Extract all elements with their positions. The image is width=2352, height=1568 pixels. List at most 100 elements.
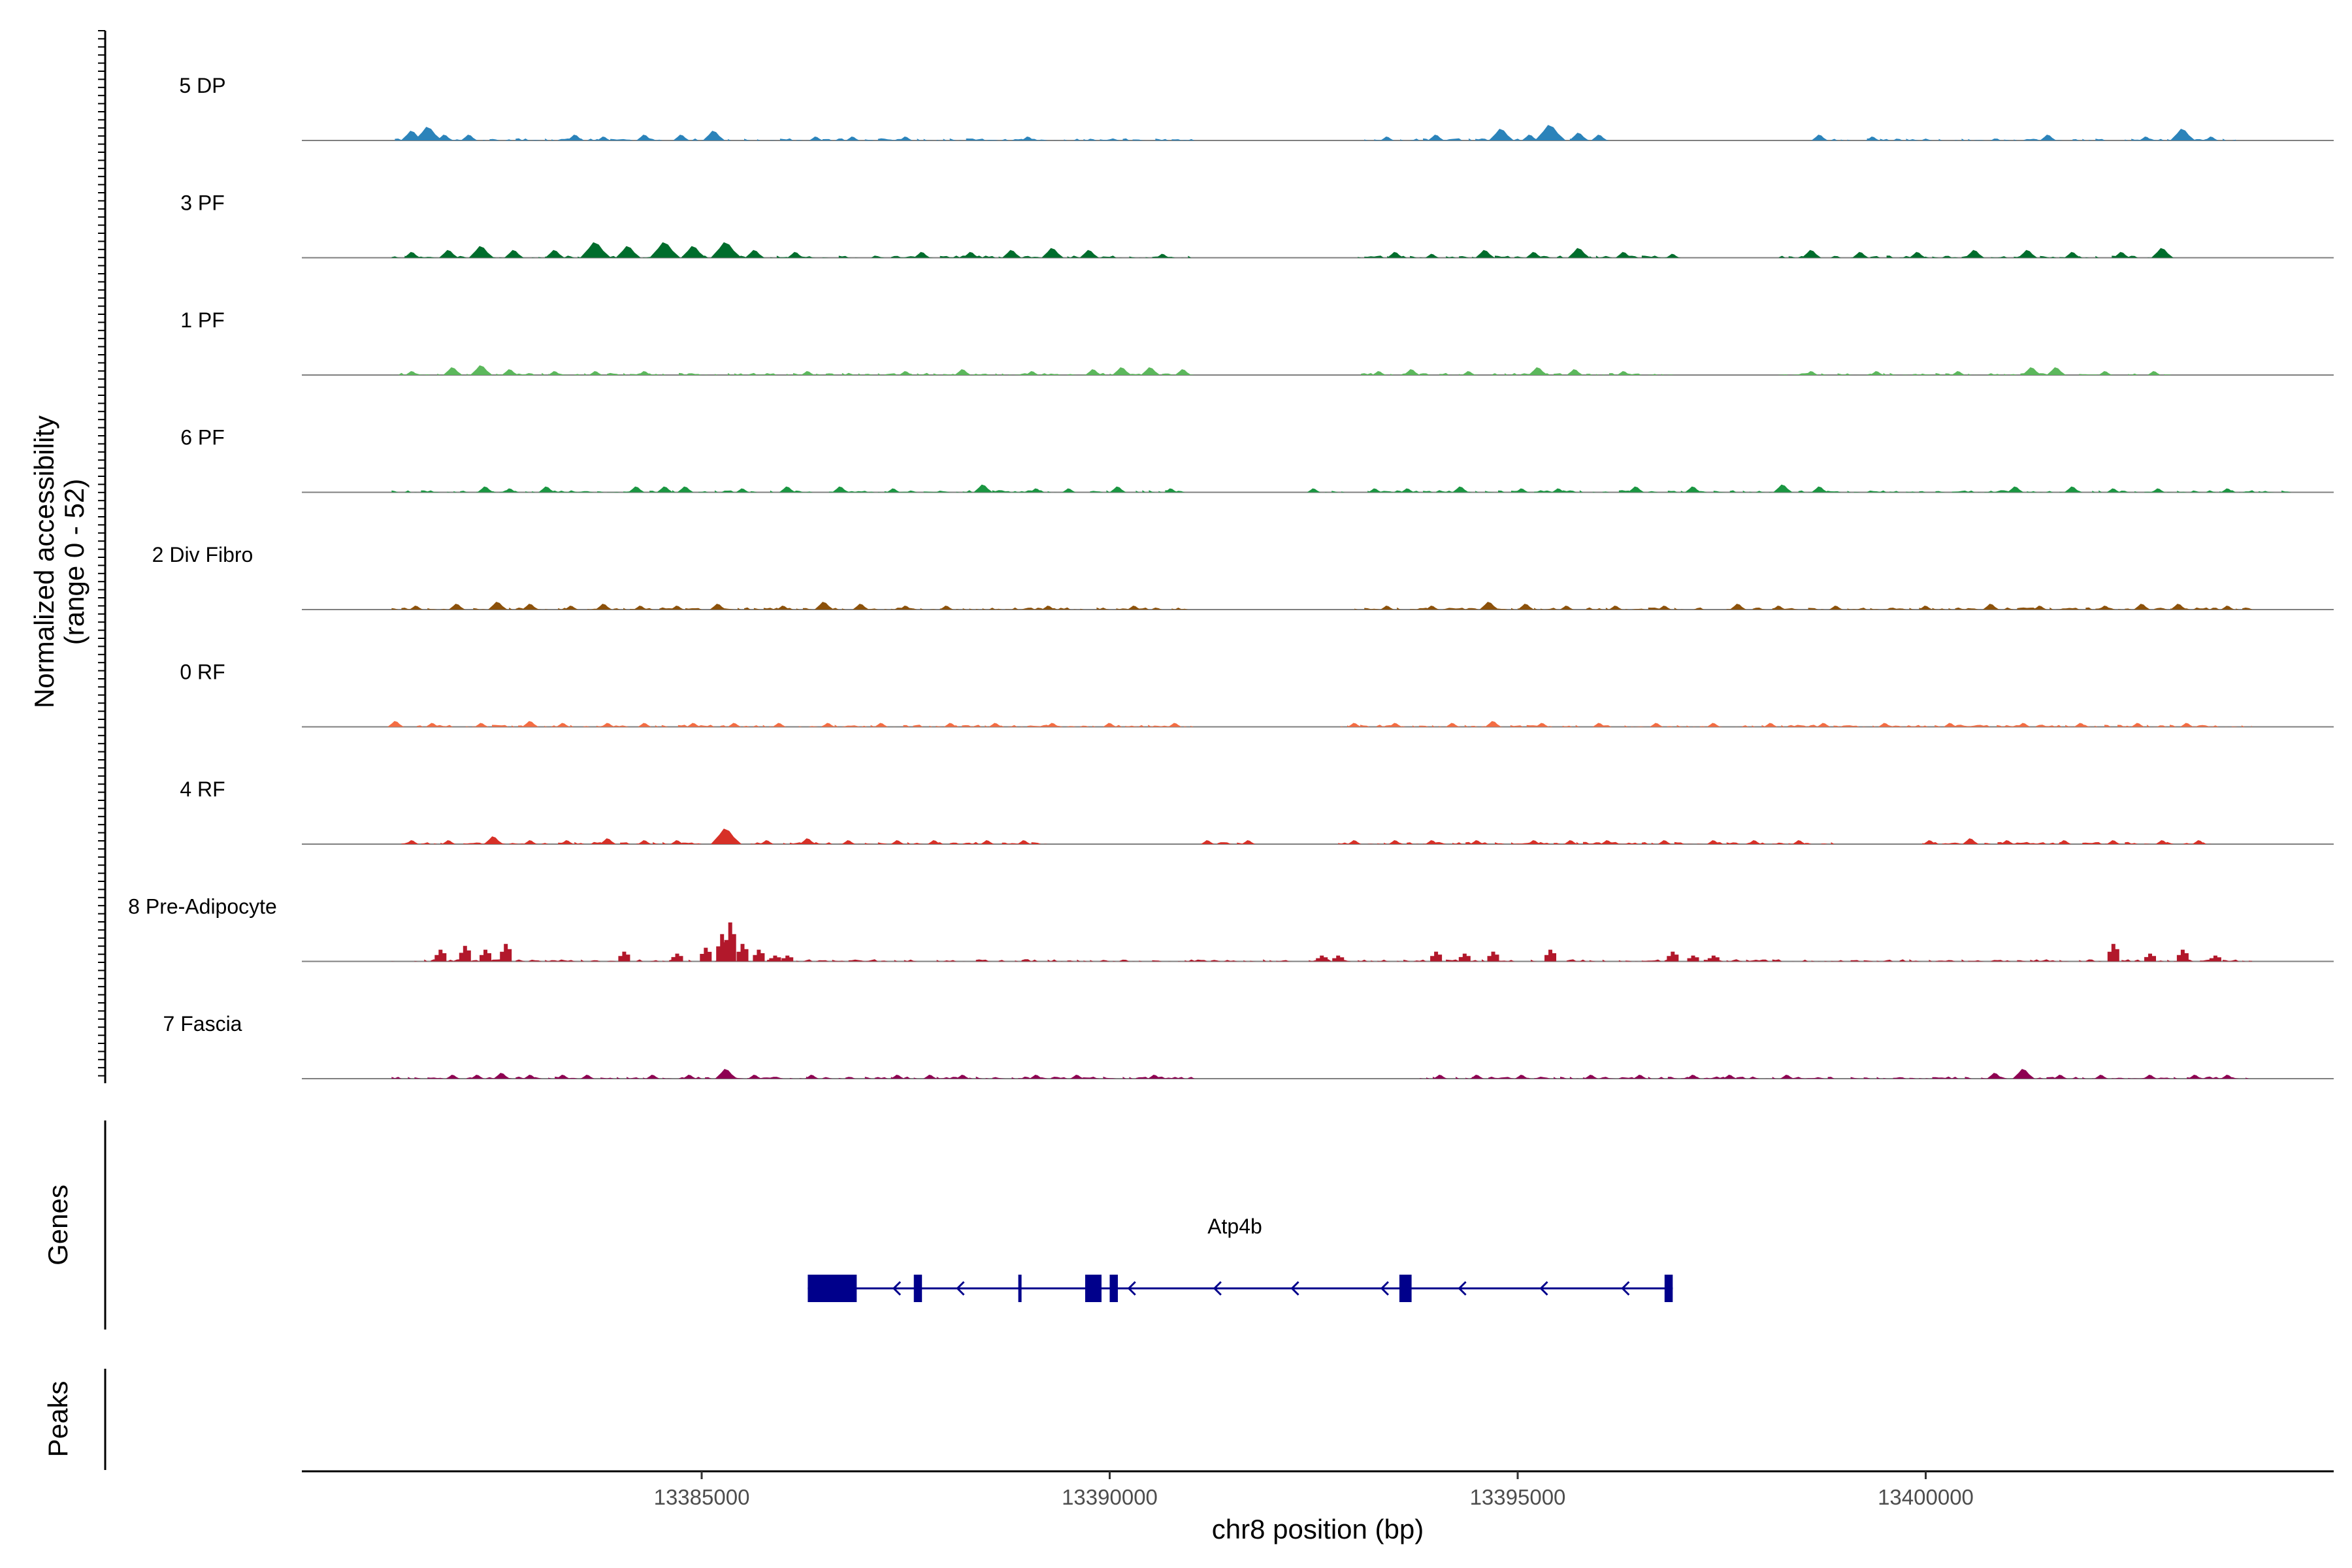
track-peak bbox=[962, 252, 979, 258]
track-1-pf: 1 PF bbox=[180, 308, 2334, 376]
track-peak bbox=[1079, 250, 1100, 258]
track-peak bbox=[1592, 723, 1607, 727]
track-5-dp: 5 DP bbox=[179, 74, 2334, 141]
track-peak bbox=[2221, 606, 2234, 610]
track-peak bbox=[459, 945, 471, 962]
track-peak bbox=[2133, 604, 2151, 610]
track-peak bbox=[1792, 840, 1806, 844]
track-peak bbox=[1017, 840, 1031, 844]
track-peak bbox=[2064, 486, 2081, 493]
track-peak bbox=[736, 488, 749, 493]
track-label: 8 Pre-Adipocyte bbox=[128, 895, 277, 919]
track-peak bbox=[425, 723, 440, 727]
x-tick-label: 13385000 bbox=[654, 1485, 750, 1509]
track-peak bbox=[589, 371, 602, 375]
track-peak bbox=[1627, 486, 1644, 493]
track-label: 0 RF bbox=[180, 661, 225, 684]
track-peak bbox=[2176, 949, 2189, 962]
track-peak bbox=[1591, 135, 1608, 140]
track-peak bbox=[1919, 606, 1933, 610]
track-peak bbox=[1952, 371, 1965, 375]
track-peak bbox=[1684, 486, 1702, 493]
track-peak bbox=[2106, 488, 2121, 493]
track-peak bbox=[1445, 723, 1460, 727]
track-peak bbox=[1878, 723, 1892, 727]
track-peak bbox=[1380, 606, 1394, 610]
track-peak bbox=[1517, 604, 1535, 610]
track-peak bbox=[1479, 602, 1499, 610]
track-peak bbox=[523, 840, 538, 844]
track-peak bbox=[769, 955, 781, 962]
track-peak bbox=[615, 246, 641, 258]
track-peak bbox=[2040, 135, 2057, 140]
track-peak bbox=[443, 367, 463, 375]
track-peak bbox=[1380, 137, 1394, 140]
gene-strand-arrow bbox=[892, 1281, 902, 1296]
track-peak bbox=[890, 840, 905, 844]
track-peak bbox=[772, 723, 787, 727]
track-peak bbox=[853, 604, 870, 610]
track-peak bbox=[1658, 840, 1672, 844]
track-peak bbox=[1109, 486, 1126, 493]
track-peak bbox=[988, 723, 1002, 727]
track-peak bbox=[1569, 133, 1589, 140]
track-3-pf: 3 PF bbox=[180, 191, 2334, 259]
track-peak bbox=[1470, 840, 1484, 844]
track-peak bbox=[657, 486, 674, 493]
track-peak bbox=[1025, 371, 1039, 375]
track-peak bbox=[1156, 253, 1170, 258]
track-peak bbox=[1487, 951, 1499, 962]
track-peak bbox=[2204, 137, 2219, 140]
track-peak bbox=[1387, 252, 1404, 258]
track-background-signal bbox=[391, 725, 2253, 727]
track-peak bbox=[1475, 250, 1495, 258]
track-peak bbox=[1780, 1075, 1794, 1079]
track-peak bbox=[2046, 367, 2066, 375]
track-peak bbox=[1332, 955, 1345, 962]
track-peak bbox=[1852, 252, 1869, 258]
track-peak bbox=[442, 840, 456, 844]
x-tick-label: 13400000 bbox=[1878, 1485, 1974, 1509]
track-peak bbox=[1870, 371, 1884, 375]
track-peak bbox=[939, 606, 954, 610]
x-tick-label: 13395000 bbox=[1470, 1485, 1566, 1509]
track-peak bbox=[1041, 248, 1064, 258]
track-peak bbox=[523, 1075, 538, 1079]
track-peak bbox=[538, 486, 555, 493]
track-peak bbox=[2221, 1075, 2234, 1079]
track-peak bbox=[405, 840, 419, 844]
track-peak bbox=[2017, 723, 2031, 727]
track-peak bbox=[980, 840, 994, 844]
gene-strand-arrow bbox=[1539, 1281, 1548, 1296]
track-peak bbox=[1965, 250, 1985, 258]
track-peak bbox=[1909, 252, 1926, 258]
track-6-pf: 6 PF bbox=[180, 426, 2334, 493]
track-peak bbox=[2107, 943, 2119, 962]
track-peak bbox=[1401, 488, 1414, 493]
track-peak bbox=[702, 131, 725, 140]
track-peak bbox=[1347, 723, 1362, 727]
track-peak bbox=[2180, 723, 2194, 727]
track-peak bbox=[1388, 723, 1403, 727]
track-peak bbox=[973, 484, 993, 493]
track-peak bbox=[781, 955, 794, 962]
track-peak bbox=[753, 949, 765, 962]
track-peak bbox=[1425, 840, 1439, 844]
gene-strand-arrow bbox=[1458, 1281, 1467, 1296]
track-peak bbox=[1563, 840, 1578, 844]
track-peak bbox=[776, 606, 791, 610]
track-peak bbox=[809, 137, 823, 140]
track-peak bbox=[2064, 252, 2081, 258]
track-peak bbox=[1002, 250, 1022, 258]
track-peak bbox=[760, 840, 774, 844]
track-peak bbox=[1665, 253, 1680, 258]
track-peak bbox=[1687, 955, 1699, 962]
track-peak bbox=[1829, 606, 1843, 610]
track-peak bbox=[841, 840, 856, 844]
track-peak bbox=[1601, 840, 1614, 844]
track-peak bbox=[504, 250, 524, 258]
track-peak bbox=[2188, 1075, 2202, 1079]
track-peak bbox=[580, 1075, 595, 1079]
track-peak bbox=[745, 250, 764, 258]
track-label: 1 PF bbox=[180, 308, 225, 332]
